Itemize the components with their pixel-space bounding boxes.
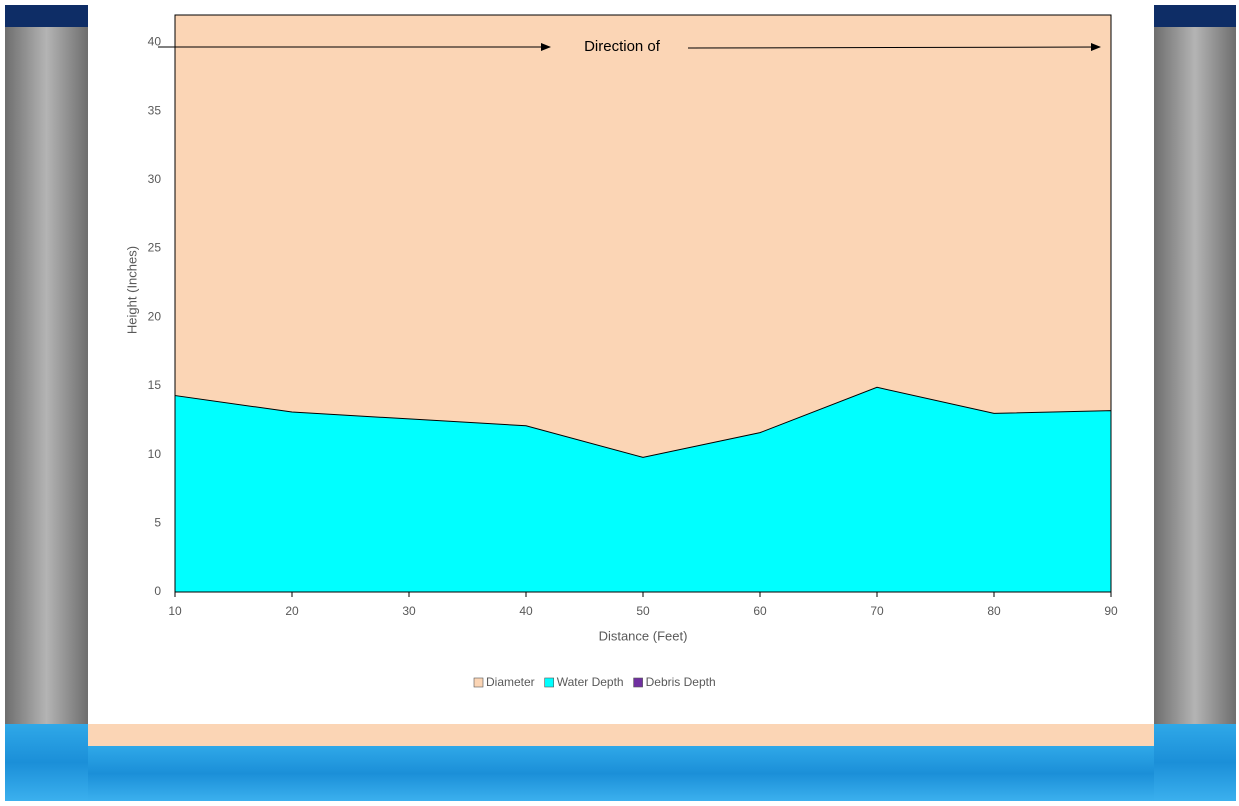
y-tick-label: 20 bbox=[148, 309, 162, 323]
x-tick-label: 60 bbox=[753, 604, 767, 618]
legend-label: Debris Depth bbox=[646, 675, 716, 689]
legend-label: Water Depth bbox=[557, 675, 624, 689]
y-tick-label: 0 bbox=[154, 584, 161, 598]
y-tick-label: 5 bbox=[154, 515, 161, 529]
y-tick-label: 15 bbox=[148, 378, 162, 392]
x-tick-label: 70 bbox=[870, 604, 884, 618]
right-cap bbox=[1154, 5, 1236, 27]
arrow bbox=[687, 43, 1101, 52]
y-tick-label: 40 bbox=[148, 35, 162, 49]
left-pillar bbox=[5, 5, 88, 725]
legend-swatch bbox=[473, 677, 484, 688]
x-axis-label: Distance (Feet) bbox=[599, 628, 688, 643]
x-tick-label: 30 bbox=[402, 604, 416, 618]
x-tick-label: 50 bbox=[636, 604, 650, 618]
y-tick-label: 25 bbox=[148, 241, 162, 255]
right-pillar bbox=[1154, 5, 1236, 725]
legend-label: Diameter bbox=[486, 675, 535, 689]
peach-strip bbox=[88, 724, 1154, 746]
chart: 0 5 10 15 20 25 30 35 40 10 20 30 40 50 60 70 80 90 Diamet… bbox=[148, 14, 1118, 689]
x-tick-label: 90 bbox=[1104, 604, 1118, 618]
x-tick-label: 10 bbox=[168, 604, 182, 618]
y-axis-label: Height (Inches) bbox=[124, 246, 139, 334]
annotation: Direction of bbox=[584, 38, 661, 55]
water-left bbox=[5, 724, 88, 801]
legend-swatch bbox=[544, 677, 554, 688]
x-tick-label: 40 bbox=[519, 604, 533, 618]
legend-swatch bbox=[633, 677, 643, 688]
y-tick-label: 30 bbox=[148, 172, 162, 186]
y-tick-label: 35 bbox=[148, 103, 162, 117]
water-band bbox=[88, 746, 1154, 801]
x-tick-label: 20 bbox=[285, 604, 299, 618]
y-tick-label: 10 bbox=[148, 447, 162, 461]
left-cap bbox=[5, 5, 88, 27]
x-tick-label: 80 bbox=[987, 604, 1001, 618]
water-right bbox=[1154, 724, 1236, 801]
